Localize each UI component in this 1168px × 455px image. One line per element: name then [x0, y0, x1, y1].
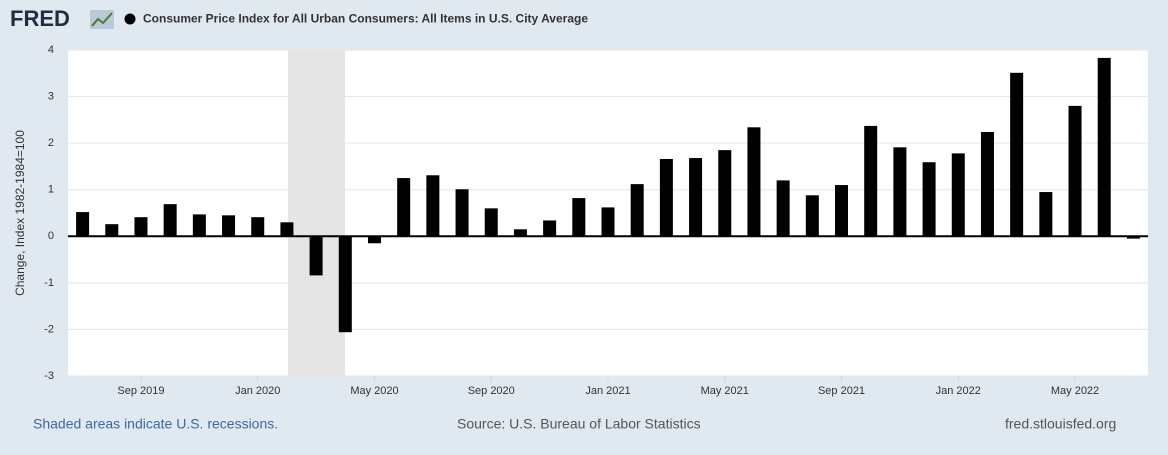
- bar: [1039, 192, 1053, 237]
- logo: FRED: [10, 6, 70, 31]
- bar: [718, 150, 732, 237]
- bar: [805, 195, 819, 237]
- bar: [601, 207, 615, 237]
- bar: [280, 222, 294, 237]
- bar: [543, 220, 557, 237]
- bar: [776, 180, 790, 237]
- logo-icon: [90, 10, 114, 29]
- bar: [338, 236, 352, 333]
- bar: [484, 208, 498, 237]
- x-tick-label: Sep 2019: [117, 385, 164, 397]
- bar: [922, 162, 936, 237]
- y-tick-label: 3: [48, 90, 54, 102]
- bar: [951, 153, 965, 237]
- bar: [426, 175, 440, 237]
- y-axis-label: Change, Index 1982-1984=100: [13, 130, 27, 296]
- bar: [1010, 72, 1024, 237]
- y-tick-label: 4: [48, 44, 54, 56]
- bar: [1126, 236, 1140, 239]
- y-tick-label: 2: [48, 137, 54, 149]
- bar: [134, 217, 148, 237]
- bar: [309, 236, 323, 276]
- bar: [105, 224, 119, 237]
- bar: [455, 189, 469, 237]
- bar: [572, 198, 586, 237]
- bar: [893, 147, 907, 237]
- legend-marker: [124, 13, 136, 25]
- bar: [251, 217, 265, 237]
- x-tick-label: Jan 2020: [235, 385, 280, 397]
- recession-shading: [288, 50, 345, 376]
- x-tick-label: May 2022: [1051, 385, 1099, 397]
- x-tick-label: Sep 2020: [468, 385, 515, 397]
- bar: [864, 125, 878, 237]
- bar: [747, 127, 761, 237]
- bar: [397, 178, 411, 237]
- x-tick-label: Jan 2021: [585, 385, 630, 397]
- x-tick-label: May 2021: [701, 385, 749, 397]
- bar: [1097, 57, 1111, 237]
- bar: [513, 229, 527, 237]
- bar: [689, 158, 703, 237]
- x-tick-label: May 2020: [350, 385, 398, 397]
- bar: [222, 215, 236, 237]
- y-tick-label: 1: [48, 184, 54, 196]
- y-tick-label: -3: [44, 370, 54, 382]
- source: Source: U.S. Bureau of Labor Statistics: [457, 416, 701, 432]
- recession-note[interactable]: Shaded areas indicate U.S. recessions.: [33, 416, 278, 432]
- bar: [192, 214, 206, 237]
- y-tick-label: -2: [44, 323, 54, 335]
- legend-label: Consumer Price Index for All Urban Consu…: [143, 12, 588, 26]
- x-tick-label: Jan 2022: [936, 385, 981, 397]
- bar: [980, 131, 994, 237]
- bar: [163, 204, 177, 237]
- bar: [367, 236, 381, 244]
- y-tick-label: -1: [44, 277, 54, 289]
- y-tick-label: 0: [48, 230, 54, 242]
- bar: [659, 158, 673, 237]
- bar: [835, 185, 849, 237]
- site-link[interactable]: fred.stlouisfed.org: [1005, 416, 1116, 432]
- bar: [76, 212, 90, 237]
- bar: [630, 184, 644, 237]
- bar: [1068, 105, 1082, 237]
- x-tick-label: Sep 2021: [818, 385, 865, 397]
